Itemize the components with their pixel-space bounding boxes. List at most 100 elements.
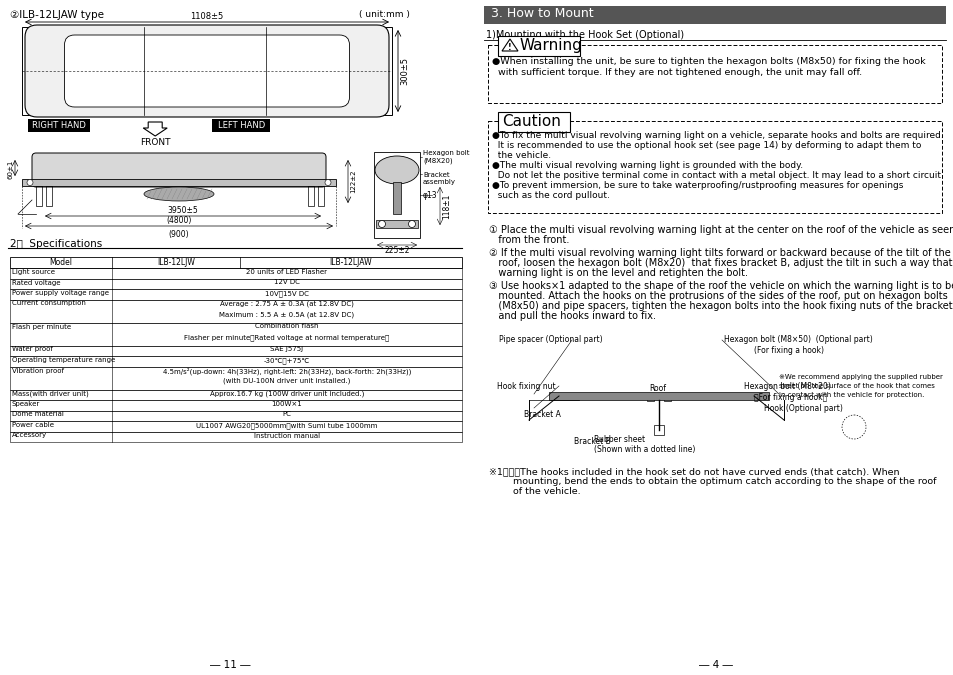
Bar — [22, 179, 335, 186]
Text: from the front.: from the front. — [489, 235, 569, 245]
Text: LEFT HAND: LEFT HAND — [217, 121, 265, 130]
Circle shape — [325, 180, 331, 186]
Bar — [22, 27, 392, 115]
Text: Bracket B: Bracket B — [574, 437, 610, 446]
Text: with sufficient torque. If they are not tightened enough, the unit may fall off.: with sufficient torque. If they are not … — [492, 68, 862, 77]
Bar — [10, 268, 461, 279]
Circle shape — [408, 221, 416, 227]
Text: Warning: Warning — [519, 38, 582, 53]
Text: ― 11 ―: ― 11 ― — [210, 660, 250, 670]
Text: Operating temperature range: Operating temperature range — [12, 357, 115, 363]
Bar — [10, 389, 461, 400]
FancyBboxPatch shape — [25, 25, 389, 117]
Text: in contact with the vehicle for protection.: in contact with the vehicle for protecti… — [779, 392, 923, 398]
Text: ILB-12LJAW: ILB-12LJAW — [330, 258, 372, 267]
Bar — [663, 394, 670, 401]
Text: 4.5m/s²(up-down: 4h(33Hz), right-left: 2h(33Hz), back-forth: 2h(33Hz)): 4.5m/s²(up-down: 4h(33Hz), right-left: 2… — [163, 367, 411, 375]
Bar — [213, 119, 270, 132]
Bar — [10, 367, 461, 389]
Circle shape — [378, 221, 385, 227]
Text: Approx.16.7 kg (100W driver unit included.): Approx.16.7 kg (100W driver unit include… — [210, 391, 364, 397]
Text: Mass(with driver unit): Mass(with driver unit) — [12, 391, 89, 397]
Text: Do not let the positive terminal come in contact with a metal object. It may lea: Do not let the positive terminal come in… — [492, 171, 943, 180]
Text: Hook (Optional part): Hook (Optional part) — [763, 404, 842, 413]
Bar — [10, 323, 461, 346]
Text: Bracket
assembly: Bracket assembly — [422, 172, 456, 185]
Bar — [374, 152, 419, 238]
Text: φ13: φ13 — [422, 190, 437, 200]
Bar — [548, 392, 768, 400]
Text: PC: PC — [282, 412, 291, 418]
Text: (M8x50) and pipe spacers, tighten the hexagon bolts into the hook fixing nuts of: (M8x50) and pipe spacers, tighten the he… — [489, 301, 953, 311]
Bar — [375, 220, 417, 228]
Bar — [646, 394, 654, 401]
Text: 225±2: 225±2 — [384, 246, 410, 255]
Text: Power cable: Power cable — [12, 422, 54, 428]
Bar — [10, 346, 461, 356]
FancyBboxPatch shape — [65, 35, 349, 107]
Text: 300±5: 300±5 — [399, 57, 409, 85]
Text: ② If the multi visual revolving warning light tilts forward or backward because : ② If the multi visual revolving warning … — [489, 248, 950, 258]
Text: such as the cord pullout.: such as the cord pullout. — [492, 191, 609, 200]
Text: 122±2: 122±2 — [350, 169, 355, 193]
Text: Roof: Roof — [648, 384, 665, 393]
Text: 100W×1: 100W×1 — [272, 401, 302, 407]
Text: RIGHT HAND: RIGHT HAND — [32, 121, 86, 130]
Bar — [28, 119, 90, 132]
Text: Model: Model — [50, 258, 72, 267]
Bar — [10, 279, 461, 289]
Text: of the vehicle.: of the vehicle. — [489, 487, 580, 496]
Bar — [10, 421, 461, 431]
Text: and pull the hooks inward to fix.: and pull the hooks inward to fix. — [489, 311, 656, 321]
Text: warning light is on the level and retighten the bolt.: warning light is on the level and retigh… — [489, 268, 747, 278]
Text: Light source: Light source — [12, 269, 55, 275]
Text: 12V DC: 12V DC — [274, 279, 299, 286]
Bar — [488, 121, 941, 213]
Bar — [10, 289, 461, 300]
Text: ●To prevent immersion, be sure to take waterproofing/rustproofing measures for o: ●To prevent immersion, be sure to take w… — [492, 181, 902, 190]
Text: Vibration proof: Vibration proof — [12, 367, 64, 373]
Text: ③ Use hooks×1 adapted to the shape of the roof the vehicle on which the warning : ③ Use hooks×1 adapted to the shape of th… — [489, 281, 953, 291]
Text: sheet on the surface of the hook that comes: sheet on the surface of the hook that co… — [779, 383, 934, 389]
Bar — [317, 186, 324, 206]
Text: Combination flash: Combination flash — [255, 323, 318, 329]
Text: 10V～15V DC: 10V～15V DC — [265, 290, 309, 296]
Bar — [10, 257, 461, 268]
Bar — [483, 6, 945, 24]
Text: Hook fixing nut: Hook fixing nut — [497, 382, 555, 391]
Bar — [654, 425, 663, 435]
Text: mounting, bend the ends to obtain the optimum catch according to the shape of th: mounting, bend the ends to obtain the op… — [489, 477, 936, 486]
Bar — [497, 36, 579, 56]
Text: Bracket A: Bracket A — [523, 410, 560, 419]
Text: (4800): (4800) — [166, 216, 192, 225]
Bar — [10, 300, 461, 323]
Text: 118±1: 118±1 — [441, 193, 451, 219]
Text: Average : 2.75 A ± 0.3A (at 12.8V DC): Average : 2.75 A ± 0.3A (at 12.8V DC) — [220, 300, 354, 307]
Text: FRONT: FRONT — [140, 138, 171, 147]
Bar — [10, 400, 461, 410]
Text: 2）  Specifications: 2） Specifications — [10, 239, 102, 249]
Text: Maximum : 5.5 A ± 0.5A (at 12.8V DC): Maximum : 5.5 A ± 0.5A (at 12.8V DC) — [219, 311, 355, 317]
Text: 3950±5: 3950±5 — [168, 206, 198, 215]
Text: 3. How to Mount: 3. How to Mount — [491, 7, 593, 20]
Text: Flash per minute: Flash per minute — [12, 323, 71, 329]
Text: -30℃～+75℃: -30℃～+75℃ — [264, 357, 310, 364]
Text: ― 4 ―: ― 4 ― — [699, 660, 732, 670]
Text: (Shown with a dotted line): (Shown with a dotted line) — [594, 445, 695, 454]
Text: Rubber sheet: Rubber sheet — [594, 435, 644, 444]
Polygon shape — [143, 122, 167, 136]
Bar — [10, 410, 461, 421]
Bar — [36, 186, 42, 206]
Text: Rated voltage: Rated voltage — [12, 279, 60, 286]
Text: roof, loosen the hexagon bolt (M8x20)  that fixes bracket B, adjust the tilt in : roof, loosen the hexagon bolt (M8x20) th… — [489, 258, 953, 268]
Text: (900): (900) — [169, 230, 189, 239]
Text: Speaker: Speaker — [12, 401, 40, 407]
Text: Current consumption: Current consumption — [12, 300, 86, 306]
Bar — [488, 45, 941, 103]
Text: Hexagon bolt
(M8X20): Hexagon bolt (M8X20) — [422, 150, 469, 163]
Text: 1)Mounting with the Hook Set (Optional): 1)Mounting with the Hook Set (Optional) — [485, 30, 683, 40]
Text: 20 units of LED Flasher: 20 units of LED Flasher — [246, 269, 327, 275]
Text: (For fixing a hook): (For fixing a hook) — [753, 346, 823, 355]
Bar — [10, 431, 461, 442]
Text: Flasher per minute（Rated voltage at normal temperature）: Flasher per minute（Rated voltage at norm… — [184, 334, 389, 341]
